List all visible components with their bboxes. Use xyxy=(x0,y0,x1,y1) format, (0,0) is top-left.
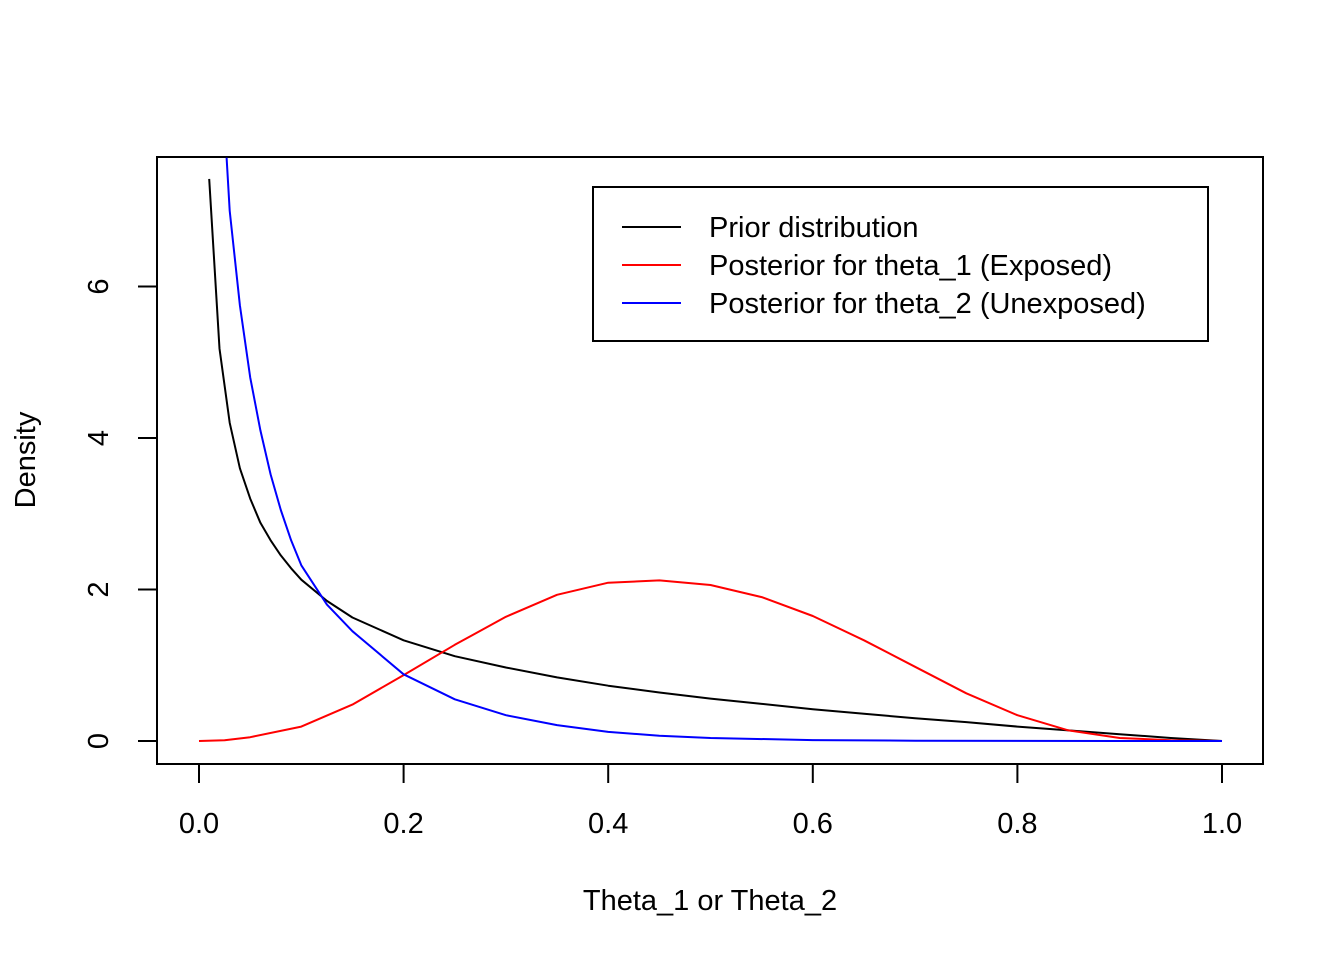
y-axis: 0 2 4 6 xyxy=(83,278,158,749)
y-axis-title: Density xyxy=(10,411,42,508)
series-line-2 xyxy=(198,579,1223,742)
y-tick-label: 2 xyxy=(83,581,115,597)
y-tick-label: 6 xyxy=(83,278,115,294)
y-tick-label: 0 xyxy=(83,733,115,749)
x-axis-title: Theta_1 or Theta_2 xyxy=(583,885,837,917)
legend-items: Prior distribution Posterior for theta_1 … xyxy=(622,212,1146,320)
x-tick-label: 0.4 xyxy=(588,808,628,840)
legend-label-2: Posterior for theta_1 (Exposed) xyxy=(709,250,1112,282)
y-tick-label: 4 xyxy=(83,430,115,446)
series-line-3 xyxy=(225,157,1222,742)
x-tick-label: 1.0 xyxy=(1202,808,1242,840)
legend: Prior distribution Posterior for theta_1 … xyxy=(592,186,1209,342)
series-line-1 xyxy=(208,178,1223,742)
x-tick-label: 0.0 xyxy=(179,808,219,840)
series-layer xyxy=(198,157,1223,742)
legend-label-1: Prior distribution xyxy=(709,212,919,244)
x-tick-label: 0.8 xyxy=(997,808,1037,840)
x-tick-label: 0.2 xyxy=(383,808,423,840)
x-axis: 0.0 0.2 0.4 0.6 0.8 1.0 xyxy=(179,763,1242,840)
legend-box xyxy=(592,186,1209,342)
legend-label-3: Posterior for theta_2 (Unexposed) xyxy=(709,288,1146,320)
x-tick-label: 0.6 xyxy=(793,808,833,840)
